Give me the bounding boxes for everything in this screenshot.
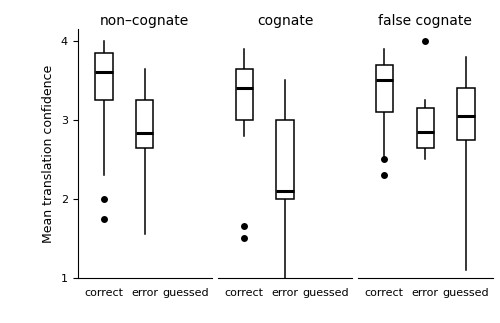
Bar [236,68,252,120]
Bar [136,100,154,148]
Title: false cognate: false cognate [378,14,472,28]
Title: cognate: cognate [257,14,313,28]
Bar [458,88,474,140]
Bar [276,120,293,199]
Title: non–cognate: non–cognate [100,14,190,28]
Bar [376,65,393,112]
Bar [416,108,434,148]
Bar [96,53,112,100]
Y-axis label: Mean translation confidence: Mean translation confidence [42,64,55,243]
